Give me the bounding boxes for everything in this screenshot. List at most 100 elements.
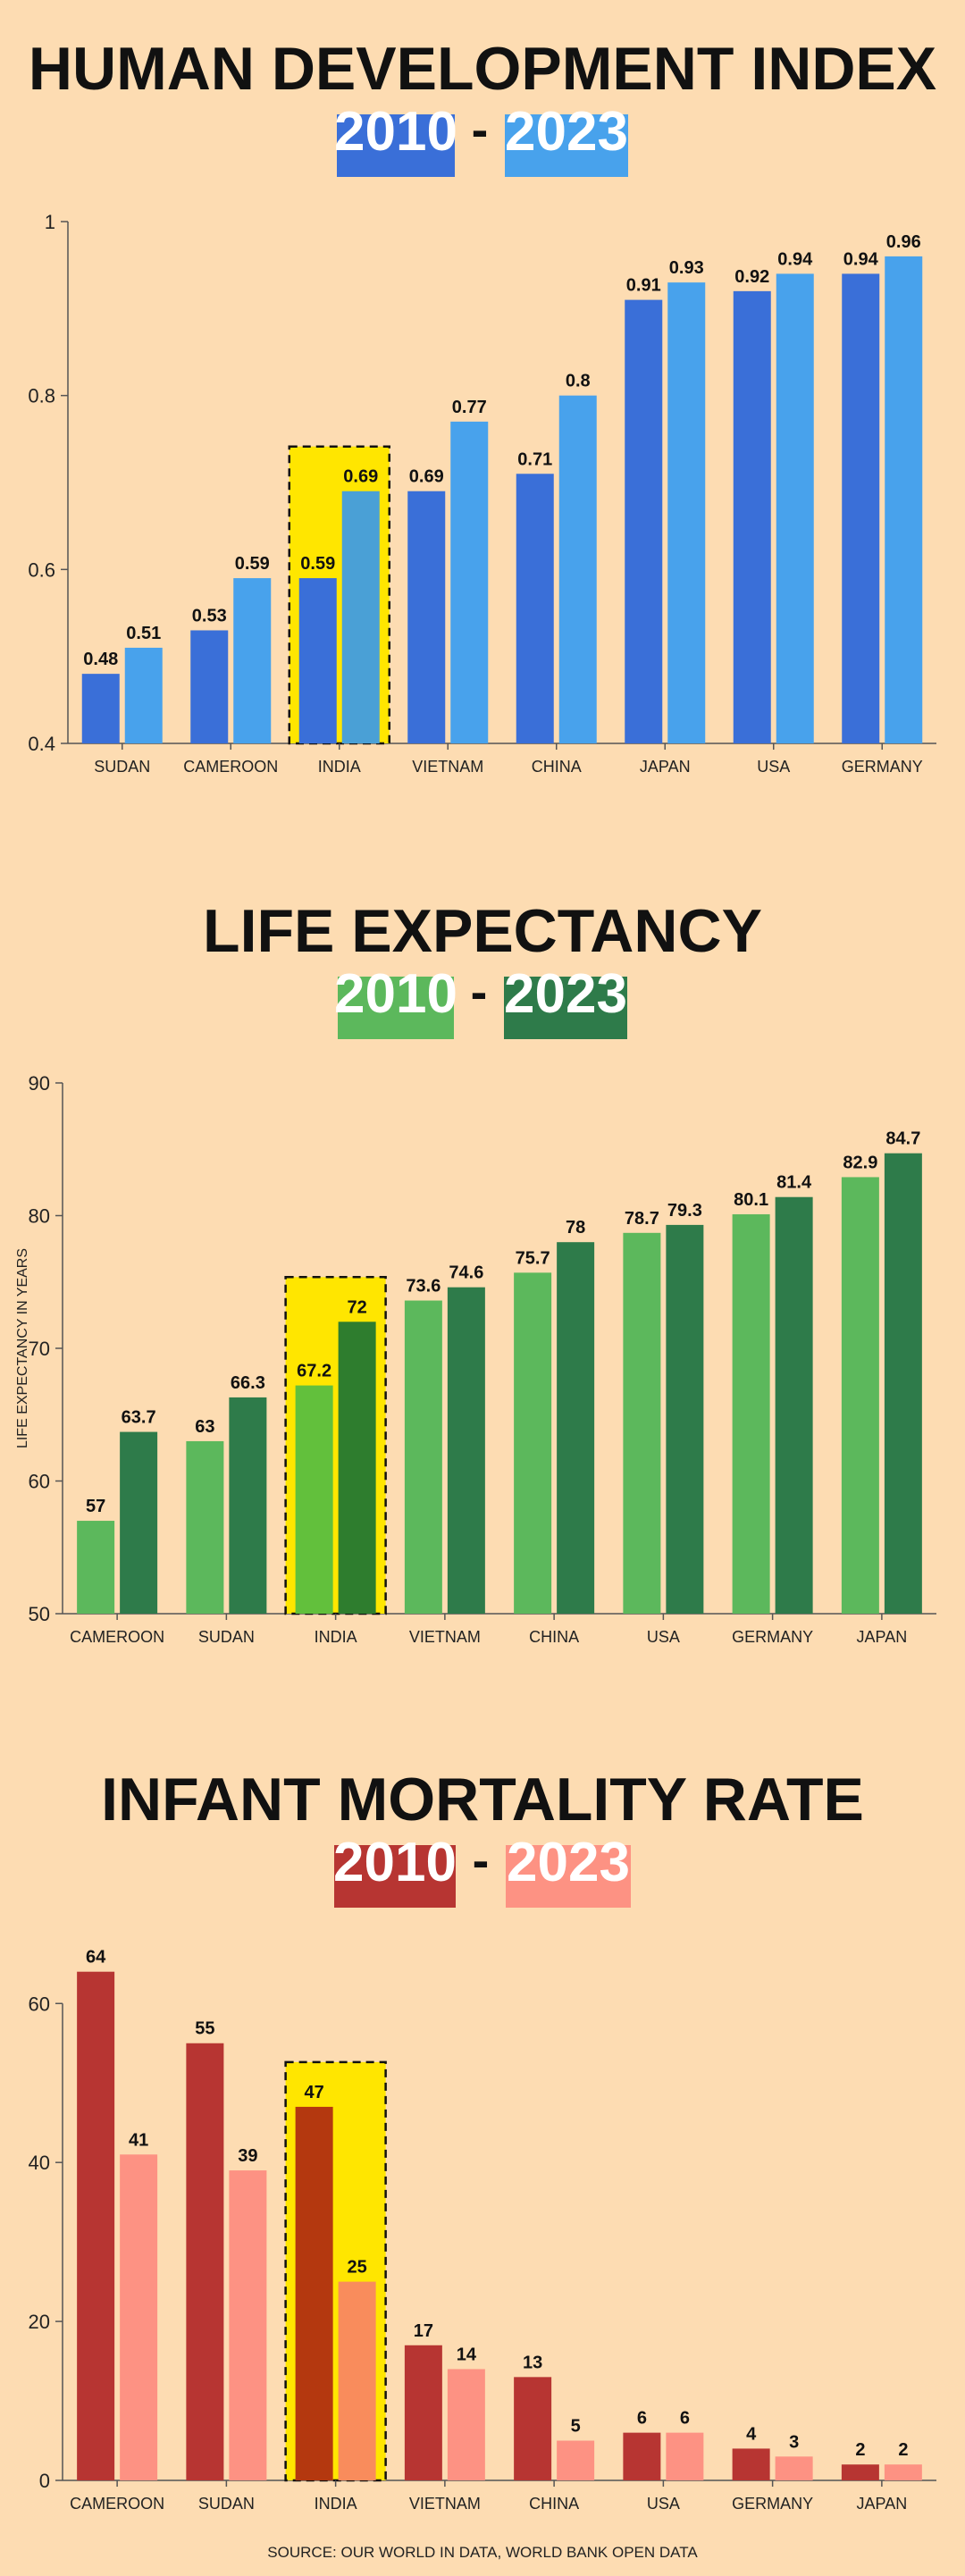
data-label: 84.7 bbox=[885, 1129, 920, 1149]
bar-group: 13 5 CHINA bbox=[514, 2353, 595, 2513]
year-box-2010 bbox=[338, 977, 454, 1039]
bar-group: 0.71 0.8 CHINA bbox=[516, 372, 597, 776]
y-tick-label: 40 bbox=[29, 2152, 50, 2174]
data-label: 55 bbox=[195, 2019, 214, 2039]
bar-group: 0.53 0.59 CAMEROON bbox=[183, 554, 278, 776]
bar bbox=[77, 1971, 115, 2480]
bar bbox=[884, 1153, 922, 1614]
year-label-start: 2010 bbox=[333, 1832, 457, 1893]
bar bbox=[776, 273, 814, 743]
bar bbox=[120, 1431, 158, 1614]
data-label: 6 bbox=[637, 2409, 647, 2429]
bar-group: 63 66.3 SUDAN bbox=[186, 1373, 267, 1646]
data-label: 66.3 bbox=[231, 1373, 265, 1393]
x-tick-label: CAMEROON bbox=[183, 758, 278, 776]
bar bbox=[885, 256, 923, 743]
chart-3: INFANT MORTALITY RATE2010-20230204060644… bbox=[29, 1766, 936, 2513]
data-label: 47 bbox=[305, 2083, 324, 2102]
data-label: 5 bbox=[571, 2417, 581, 2437]
data-label: 0.94 bbox=[777, 249, 813, 269]
bar-group: 0.59 0.69 INDIA bbox=[288, 445, 390, 776]
bar bbox=[404, 1300, 442, 1614]
data-label: 0.91 bbox=[626, 276, 661, 296]
bar bbox=[732, 1214, 770, 1614]
x-tick-label: VIETNAM bbox=[409, 2495, 481, 2513]
year-box-2023 bbox=[504, 977, 627, 1039]
data-label: 79.3 bbox=[667, 1201, 702, 1221]
bar bbox=[884, 2464, 922, 2480]
bar bbox=[124, 647, 163, 743]
data-label: 63.7 bbox=[122, 1408, 156, 1428]
bar bbox=[298, 578, 337, 743]
bar bbox=[295, 1385, 333, 1614]
y-tick-label: 0.8 bbox=[28, 385, 55, 407]
data-label: 0.96 bbox=[886, 232, 921, 252]
bar bbox=[338, 2281, 376, 2480]
year-label-end: 2023 bbox=[504, 963, 627, 1025]
x-tick-label: VIETNAM bbox=[412, 758, 483, 776]
data-label: 3 bbox=[789, 2432, 799, 2452]
data-label: 81.4 bbox=[776, 1173, 812, 1193]
y-tick-label: 60 bbox=[29, 1471, 50, 1493]
bar-group: 82.9 84.7 JAPAN bbox=[841, 1129, 922, 1646]
data-label: 39 bbox=[238, 2146, 257, 2166]
y-tick-label: 20 bbox=[29, 2311, 50, 2333]
data-label: 14 bbox=[457, 2345, 477, 2364]
data-label: 63 bbox=[195, 1417, 214, 1437]
data-label: 67.2 bbox=[297, 1362, 331, 1381]
bar bbox=[775, 1196, 813, 1614]
bar bbox=[775, 2456, 813, 2480]
data-label: 0.71 bbox=[517, 449, 552, 469]
bar-group: 73.6 74.6 VIETNAM bbox=[404, 1263, 485, 1646]
bar bbox=[733, 290, 771, 743]
bar-group: 78.7 79.3 USA bbox=[623, 1201, 704, 1646]
bar-group: 47 25 INDIA bbox=[284, 2060, 387, 2513]
bar bbox=[514, 2377, 552, 2480]
data-label: 17 bbox=[414, 2321, 433, 2341]
year-label-start: 2010 bbox=[334, 101, 457, 163]
x-tick-label: SUDAN bbox=[94, 758, 150, 776]
y-axis-label: LIFE EXPECTANCY IN YEARS bbox=[15, 1248, 30, 1448]
bar bbox=[450, 421, 489, 743]
bar-group: 6 6 USA bbox=[623, 2409, 704, 2513]
bar-group: 17 14 VIETNAM bbox=[404, 2321, 485, 2513]
x-tick-label: SUDAN bbox=[198, 2495, 255, 2513]
x-tick-label: JAPAN bbox=[857, 1628, 908, 1646]
bar-group: 0.92 0.94 USA bbox=[733, 249, 814, 776]
year-box-2023 bbox=[506, 1845, 631, 1908]
bar bbox=[623, 1232, 661, 1614]
bar bbox=[190, 630, 229, 743]
bar bbox=[341, 491, 380, 743]
data-label: 0.69 bbox=[343, 467, 378, 487]
x-tick-label: INDIA bbox=[315, 1628, 357, 1646]
y-tick-label: 1 bbox=[45, 211, 55, 233]
data-label: 0.8 bbox=[566, 372, 591, 391]
bar bbox=[404, 2345, 442, 2480]
x-tick-label: CHINA bbox=[529, 2495, 579, 2513]
bar-group: 55 39 SUDAN bbox=[186, 2019, 267, 2513]
data-label: 78 bbox=[566, 1218, 585, 1238]
bar bbox=[558, 395, 597, 743]
data-label: 72 bbox=[348, 1297, 367, 1317]
year-box-2010 bbox=[334, 1845, 456, 1908]
bar bbox=[666, 2432, 704, 2480]
data-label: 73.6 bbox=[406, 1277, 441, 1296]
year-dash: - bbox=[472, 101, 489, 157]
data-label: 74.6 bbox=[449, 1263, 483, 1283]
y-tick-label: 70 bbox=[29, 1338, 50, 1360]
bar bbox=[557, 1242, 595, 1614]
year-label-end: 2023 bbox=[507, 1832, 630, 1893]
x-tick-label: USA bbox=[757, 758, 790, 776]
x-tick-label: CAMEROON bbox=[70, 2495, 164, 2513]
bar bbox=[295, 2106, 333, 2480]
bar bbox=[77, 1521, 115, 1614]
bar-group: 4 3 GERMANY bbox=[732, 2424, 813, 2513]
x-tick-label: VIETNAM bbox=[409, 1628, 481, 1646]
year-dash: - bbox=[473, 1832, 490, 1888]
x-tick-label: CHINA bbox=[529, 1628, 579, 1646]
x-tick-label: USA bbox=[647, 2495, 680, 2513]
y-tick-label: 0.6 bbox=[28, 558, 55, 581]
year-box-2010 bbox=[337, 114, 455, 177]
